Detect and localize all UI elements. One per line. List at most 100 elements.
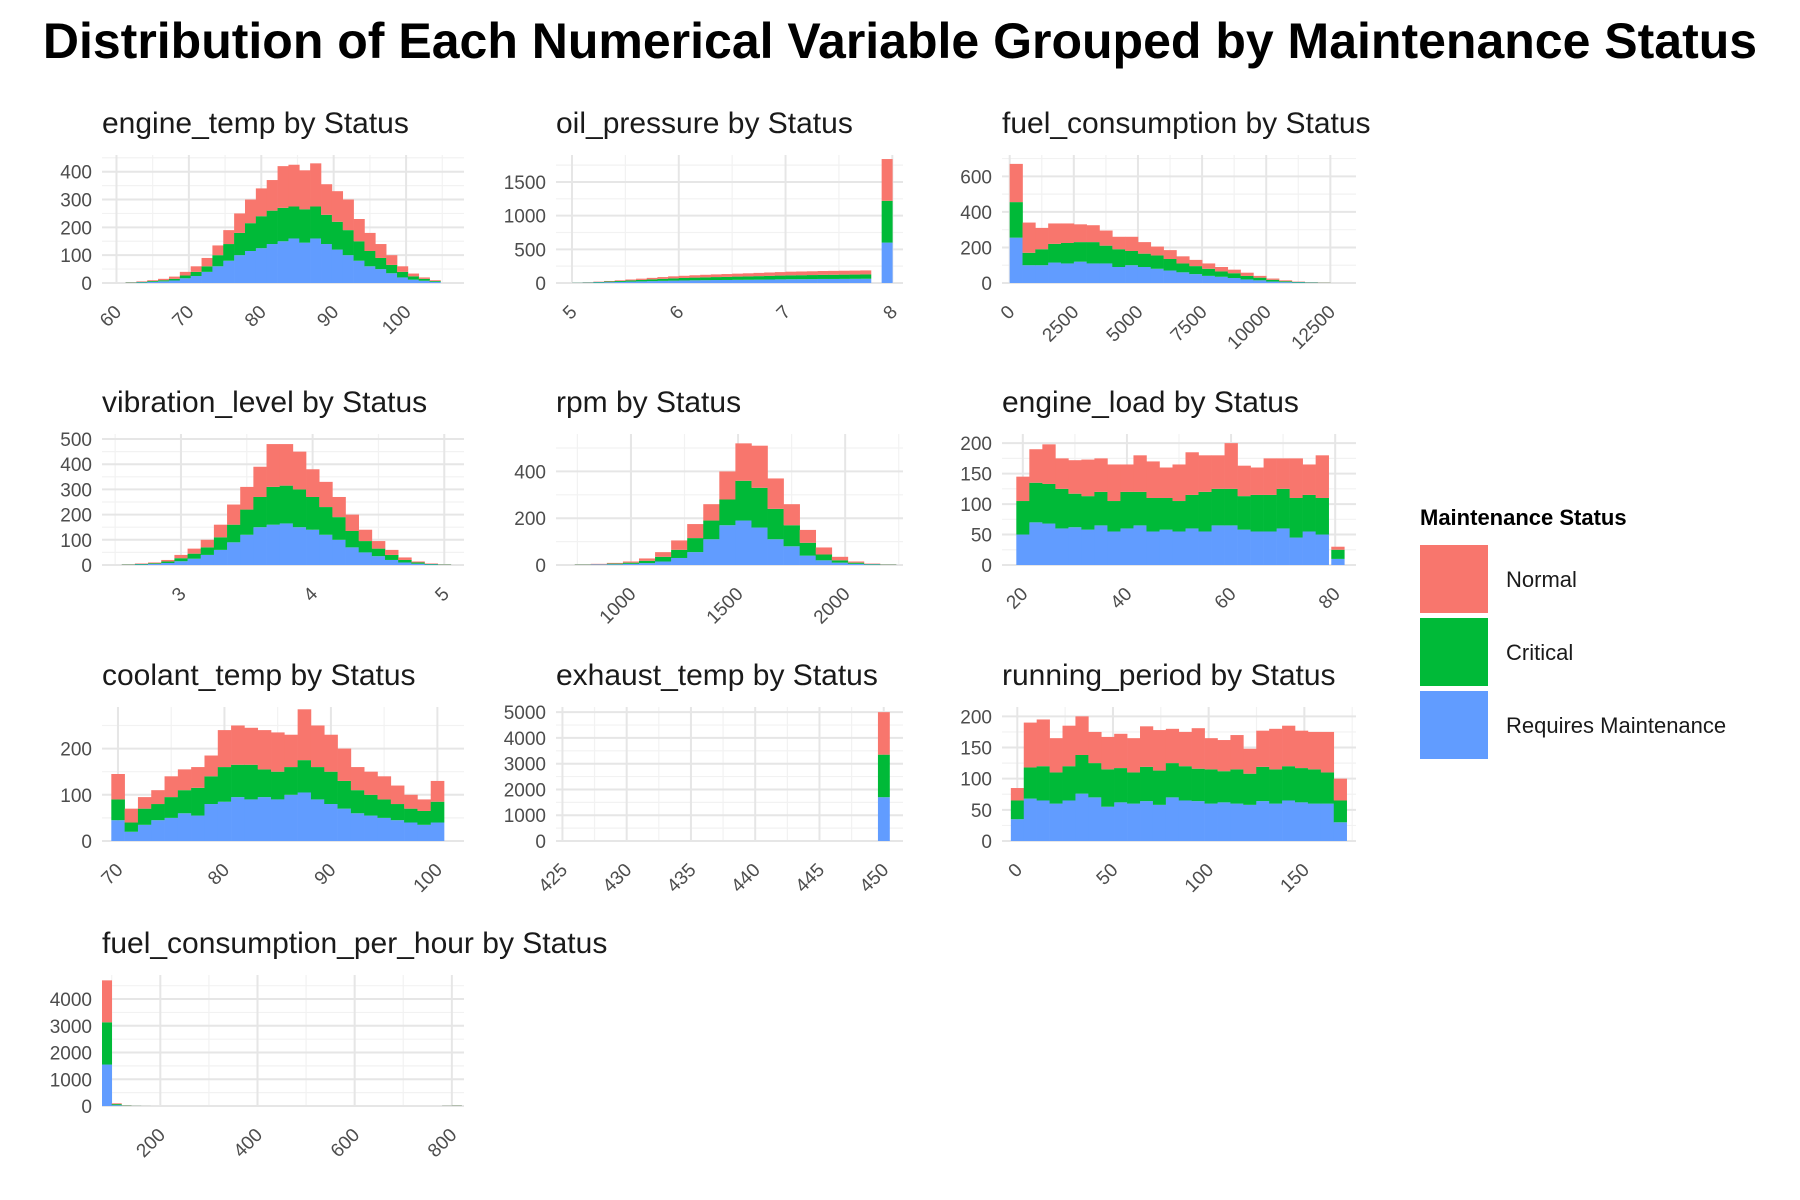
- y-tick-label: 3000: [504, 755, 546, 776]
- bar-segment: [1172, 531, 1186, 565]
- bar-segment: [137, 824, 152, 841]
- bar-segment: [1333, 822, 1347, 841]
- bar-segment: [1099, 230, 1113, 246]
- bar-segment: [1107, 531, 1121, 565]
- bar-segment: [1279, 280, 1293, 282]
- bar-segment: [1075, 793, 1089, 841]
- bar-segment: [1035, 249, 1049, 266]
- bar-segment: [1178, 800, 1192, 841]
- bar-segment: [137, 797, 152, 809]
- bar-segment: [817, 271, 829, 275]
- bar-segment: [319, 481, 333, 508]
- bar-segment: [815, 554, 833, 561]
- bar-segment: [257, 797, 272, 841]
- bar-segment: [657, 280, 669, 283]
- y-tick-label: 150: [960, 739, 992, 760]
- bar-segment: [1307, 803, 1322, 841]
- bar-segment: [253, 466, 267, 497]
- bar-segment: [1176, 256, 1190, 264]
- bar-segment: [1172, 501, 1186, 532]
- bar-segment: [240, 486, 254, 510]
- bar-segment: [817, 278, 829, 283]
- bar-segment: [606, 562, 624, 564]
- bar-segment: [1049, 772, 1063, 804]
- bar-segment: [678, 277, 690, 281]
- bar-segment: [358, 529, 373, 542]
- bar-segment: [332, 517, 346, 540]
- bar-segment: [668, 276, 680, 279]
- bar-segment: [266, 524, 281, 565]
- bar-segment: [1023, 798, 1037, 841]
- bar-segment: [134, 564, 149, 565]
- bar-segment: [1185, 452, 1199, 495]
- bar-segment: [1263, 494, 1277, 532]
- bar-segment: [774, 279, 786, 283]
- bar-segment: [687, 524, 704, 539]
- panel-7: exhaust_temp by Status 0 1000 2000 3000 4000 5…: [504, 659, 903, 897]
- bar-segment: [375, 257, 387, 270]
- bar-segment: [111, 1103, 122, 1105]
- y-tick-label: 2000: [504, 780, 546, 801]
- bar-segment: [1150, 255, 1164, 269]
- bar-segment: [710, 277, 722, 281]
- bar-segment: [1204, 769, 1218, 804]
- bar-segment: [1068, 527, 1082, 565]
- bar-segment: [1315, 455, 1329, 498]
- bar-segment: [622, 561, 640, 563]
- bar-segment: [1191, 801, 1205, 841]
- x-tick-label: 40: [1107, 584, 1137, 614]
- bar-segment: [849, 274, 861, 279]
- y-tick-label: 500: [514, 240, 546, 261]
- bar-segment: [331, 191, 344, 222]
- bar-segment: [806, 279, 818, 283]
- bar-segment: [636, 278, 648, 280]
- bar-segment: [324, 734, 338, 772]
- bar-segment: [266, 210, 278, 245]
- bar-segment: [213, 537, 228, 550]
- bar-segment: [417, 799, 432, 811]
- bar-segment: [1107, 501, 1121, 532]
- bar-segment: [266, 486, 281, 525]
- bar-segment: [657, 278, 669, 281]
- bar-segment: [292, 451, 307, 490]
- bar-segment: [1029, 482, 1043, 523]
- x-tick-label: 90: [313, 302, 343, 332]
- bar-segment: [147, 281, 159, 282]
- bar-segment: [751, 445, 768, 488]
- bar-segment: [1165, 763, 1180, 798]
- bar-segment: [1042, 523, 1056, 565]
- bar-segment: [292, 489, 307, 528]
- y-tick-label: 400: [960, 203, 992, 224]
- bar-segment: [1152, 730, 1167, 771]
- bar-segment: [102, 1022, 113, 1065]
- bar-segment: [1269, 728, 1283, 770]
- bar-segment: [364, 771, 378, 795]
- bar-segment: [1230, 803, 1244, 841]
- bar-segment: [257, 769, 272, 798]
- bar-segment: [404, 822, 418, 841]
- bar-segment: [271, 799, 285, 841]
- y-tick-label: 0: [535, 274, 546, 295]
- bar-segment: [1042, 483, 1056, 524]
- bar-segment: [1202, 263, 1216, 269]
- panel-2: fuel_consumption by Status 0 200 400 600 0 250…: [960, 107, 1370, 354]
- bar-segment: [639, 560, 656, 564]
- bar-segment: [742, 276, 754, 280]
- bar-segment: [636, 279, 648, 282]
- bar-segment: [1137, 253, 1152, 267]
- bar-segment: [1120, 528, 1134, 565]
- bar-segment: [217, 730, 232, 768]
- bar-segment: [407, 273, 420, 277]
- bar-segment: [385, 554, 399, 560]
- x-tick-label: 7: [773, 302, 795, 324]
- bar-segment: [1112, 236, 1126, 250]
- bar-segment: [174, 554, 188, 559]
- bar-segment: [1289, 537, 1303, 565]
- bar-segment: [212, 255, 224, 267]
- bar-segment: [288, 238, 300, 283]
- bar-segment: [1061, 263, 1075, 283]
- bar-segment: [148, 563, 162, 565]
- bar-segment: [1224, 443, 1238, 489]
- bar-segment: [1150, 268, 1164, 283]
- bar-segment: [411, 562, 425, 564]
